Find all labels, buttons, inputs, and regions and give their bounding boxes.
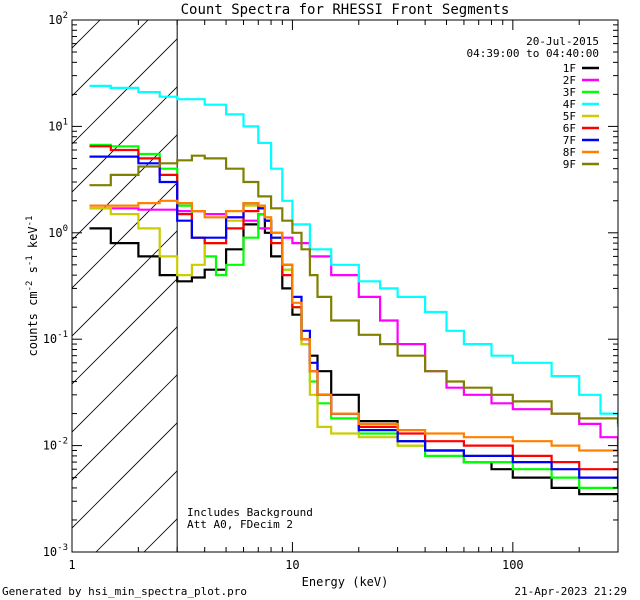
series-line-9F [89,154,618,424]
legend-label-1F: 1F [563,62,576,75]
y-tick-labels: 10-3 10-2 10-1 100 101 102 [43,11,68,559]
hatch-line [0,0,80,552]
chart-title: Count Spectra for RHESSI Front Segments [181,2,510,18]
legend-label-4F: 4F [563,98,576,111]
x-tick-label: 10 [285,558,299,572]
legend-label-5F: 5F [563,110,576,123]
x-tick-label: 100 [502,558,524,572]
hatch-line [72,374,178,481]
series-line-7F [89,155,618,488]
legend-label-6F: 6F [563,122,576,135]
series-line-6F [89,145,618,478]
series-line-1F [89,213,618,502]
hatch-line [72,38,178,145]
hatch-line [72,278,178,385]
legend-label-8F: 8F [563,146,576,159]
series-line-3F [89,143,618,489]
hatch-line [624,0,640,552]
hatch-line [72,20,101,49]
y-tick-label: 10-3 [43,543,68,559]
series-line-5F [89,204,618,479]
x-axis-ticks [71,20,619,552]
y-tick-label: 102 [48,11,68,27]
y-tick-label: 10-1 [43,330,68,346]
y-tick-label: 101 [48,117,68,133]
footer-generated-by: Generated by hsi_min_spectra_plot.pro [2,585,247,598]
series-layer [89,84,618,502]
y-tick-label: 100 [48,224,68,240]
footer-timestamp: 21-Apr-2023 21:29 [514,585,627,598]
y-axis-ticks [72,19,618,553]
legend-label-9F: 9F [563,158,576,171]
hatch-line [72,20,149,97]
hatch-line [72,422,178,529]
y-tick-label: 10-2 [43,437,68,453]
annotation-background: Includes Background [187,506,313,519]
hatched-region [0,0,640,552]
x-axis-label: Energy (keV) [302,575,389,589]
series-line-4F [89,84,618,427]
series-line-8F [89,199,618,456]
legend-label-3F: 3F [563,86,576,99]
annotation-attenuator: Att A0, FDecim 2 [187,518,293,531]
legend-label-2F: 2F [563,74,576,87]
time-range-label: 04:39:00 to 04:40:00 [467,47,599,60]
hatch-line [72,182,178,289]
x-tick-label: 1 [68,558,75,572]
y-axis-label: counts cm-2 s-1 keV-1 [25,216,40,357]
plot-frame [71,19,619,553]
hatch-line [72,230,178,337]
date-label: 20-Jul-2015 [526,35,599,48]
legend-label-7F: 7F [563,134,576,147]
hatch-line [72,86,178,193]
x-tick-labels: 1 10 100 [68,558,523,572]
